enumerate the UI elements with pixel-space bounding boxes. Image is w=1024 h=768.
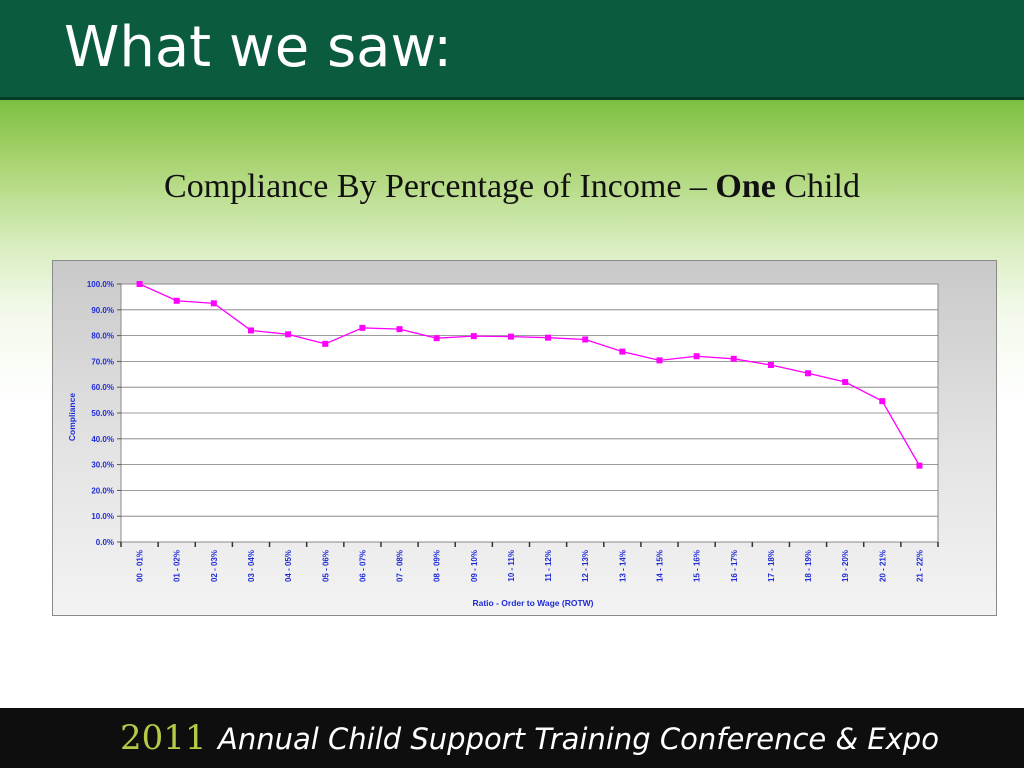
gridlines xyxy=(117,283,939,547)
y-tick-label: 90.0% xyxy=(91,306,114,315)
data-point xyxy=(767,362,774,369)
y-tick-label: 20.0% xyxy=(91,486,114,495)
slide-header: What we saw: xyxy=(0,0,1024,100)
data-point xyxy=(582,336,589,343)
chart-heading-emphasis: One xyxy=(715,168,776,205)
x-tick-label: 21 - 22% xyxy=(915,550,924,582)
footer-conference-name: Annual Child Support Training Conference… xyxy=(218,722,939,756)
conference-footer: 2011 Annual Child Support Training Confe… xyxy=(0,708,1024,768)
x-tick-label: 03 - 04% xyxy=(247,550,256,582)
x-tick-label: 01 - 02% xyxy=(173,550,182,582)
y-tick-label: 80.0% xyxy=(91,332,114,341)
y-tick-label: 50.0% xyxy=(91,409,114,418)
y-axis-label: Compliance xyxy=(67,393,77,441)
x-axis-label: Ratio - Order to Wage (ROTW) xyxy=(472,598,593,608)
data-point xyxy=(916,462,923,469)
x-tick-label: 15 - 16% xyxy=(693,550,702,582)
x-tick-label: 10 - 11% xyxy=(507,550,516,582)
data-point xyxy=(433,335,440,342)
y-tick-label: 70.0% xyxy=(91,357,114,366)
chart-heading-prefix: Compliance By Percentage of Income – xyxy=(164,168,716,205)
data-point xyxy=(730,355,737,362)
compliance-line-chart: 0.0% 10.0% 20.0% 30.0% 40.0% 50.0% 60.0% 70.0% 8… xyxy=(67,280,939,608)
x-tick-label: 17 - 18% xyxy=(767,550,776,582)
x-tick-label: 04 - 05% xyxy=(284,550,293,582)
x-tick-label: 20 - 21% xyxy=(878,550,887,582)
x-tick-label: 08 - 09% xyxy=(433,550,442,582)
series-line xyxy=(139,283,920,466)
x-tick-label: 14 - 15% xyxy=(655,550,664,582)
x-tick-label: 02 - 03% xyxy=(210,550,219,582)
y-tick-label: 100.0% xyxy=(87,280,114,289)
x-tick-label: 05 - 06% xyxy=(321,550,330,582)
x-tick-label: 11 - 12% xyxy=(544,550,553,582)
data-point xyxy=(396,326,403,333)
data-point xyxy=(136,281,143,287)
y-tick-label: 0.0% xyxy=(96,538,114,547)
data-point xyxy=(247,327,254,334)
chart-heading: Compliance By Percentage of Income – One… xyxy=(0,168,1024,206)
data-point xyxy=(545,334,552,341)
data-point xyxy=(805,370,812,377)
data-point xyxy=(173,297,180,304)
data-point xyxy=(842,379,849,386)
data-point xyxy=(693,353,700,360)
x-tick-label: 19 - 20% xyxy=(841,550,850,582)
chart-container: 0.0% 10.0% 20.0% 30.0% 40.0% 50.0% 60.0% 70.0% 8… xyxy=(52,260,997,616)
data-point xyxy=(507,333,514,340)
series-layer xyxy=(136,281,923,469)
x-tick-label: 16 - 17% xyxy=(730,550,739,582)
y-tick-label: 40.0% xyxy=(91,435,114,444)
data-point xyxy=(879,398,886,405)
x-tick-label: 00 - 01% xyxy=(136,550,145,582)
chart-heading-suffix: Child xyxy=(775,168,860,205)
data-point xyxy=(619,348,626,355)
x-tick-label: 09 - 10% xyxy=(470,550,479,582)
x-tick-label: 12 - 13% xyxy=(581,550,590,582)
data-point xyxy=(359,324,366,331)
x-tick-label: 13 - 14% xyxy=(618,550,627,582)
y-tick-labels: 0.0% 10.0% 20.0% 30.0% 40.0% 50.0% 60.0% 70.0% 8… xyxy=(87,280,114,547)
data-point xyxy=(285,331,292,338)
data-point xyxy=(322,340,329,347)
slide-title: What we saw: xyxy=(64,15,453,80)
x-tick-labels: 00 - 01% 01 - 02% 02 - 03% 03 - 04% 04 - 05%… xyxy=(136,550,925,582)
y-tick-label: 30.0% xyxy=(91,461,114,470)
data-point xyxy=(210,300,217,307)
data-point xyxy=(470,333,477,340)
data-point xyxy=(656,357,663,364)
y-tick-label: 60.0% xyxy=(91,383,114,392)
y-tick-label: 10.0% xyxy=(91,512,114,521)
footer-year: 2011 xyxy=(120,718,207,758)
x-tick-label: 07 - 08% xyxy=(396,550,405,582)
x-tick-label: 06 - 07% xyxy=(358,550,367,582)
x-tick-label: 18 - 19% xyxy=(804,550,813,582)
